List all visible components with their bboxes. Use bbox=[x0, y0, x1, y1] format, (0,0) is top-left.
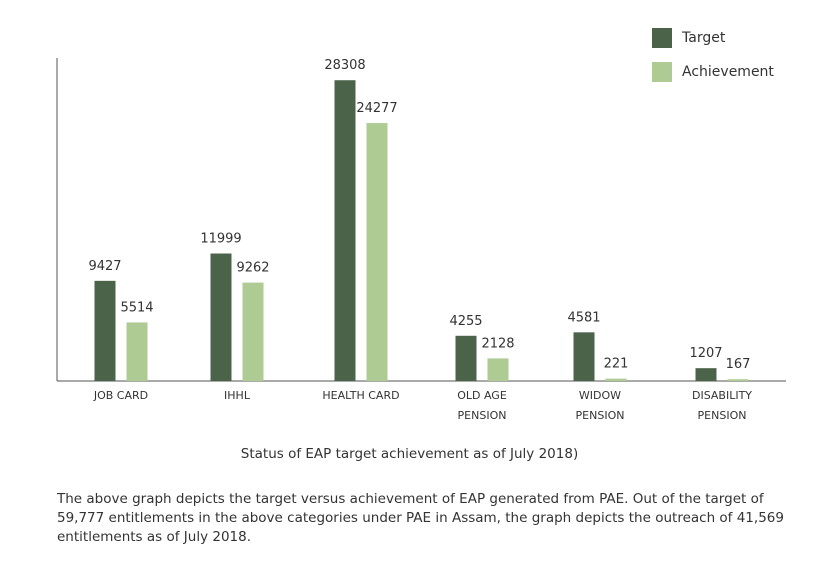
data-label-achievement: 5514 bbox=[120, 300, 153, 315]
bar-target bbox=[455, 335, 477, 381]
data-label-target: 28308 bbox=[324, 58, 365, 73]
data-label-target: 1207 bbox=[689, 346, 722, 361]
x-tick-label: JOB CARD bbox=[93, 389, 148, 402]
data-label-target: 4255 bbox=[449, 314, 482, 329]
chart-svg: 9427 5514 JOB CARD 11999 9262 IHHL 28308 24277 H… bbox=[56, 58, 786, 422]
legend-swatch-achievement bbox=[652, 62, 672, 82]
bar-achievement bbox=[727, 379, 749, 381]
data-label-achievement: 167 bbox=[726, 357, 751, 372]
x-tick-label: OLD AGE bbox=[457, 389, 507, 402]
x-tick-label: WIDOW bbox=[579, 389, 621, 402]
data-label-achievement: 221 bbox=[604, 357, 629, 372]
legend: Target Achievement bbox=[652, 28, 774, 96]
x-tick-label: PENSION bbox=[576, 409, 625, 422]
legend-label-achievement: Achievement bbox=[682, 64, 774, 80]
legend-label-target: Target bbox=[682, 30, 726, 46]
bar-achievement bbox=[605, 378, 627, 381]
x-tick-label: PENSION bbox=[458, 409, 507, 422]
bar-target bbox=[573, 332, 595, 381]
data-label-target: 11999 bbox=[200, 232, 241, 247]
bar-target bbox=[210, 253, 232, 381]
legend-item-achievement: Achievement bbox=[652, 62, 774, 82]
bar-achievement bbox=[126, 322, 148, 381]
bar-achievement bbox=[242, 282, 264, 381]
chart-caption: Status of EAP target achievement as of J… bbox=[240, 446, 579, 462]
legend-item-target: Target bbox=[652, 28, 774, 48]
data-label-achievement: 24277 bbox=[356, 101, 397, 116]
x-tick-label: HEALTH CARD bbox=[322, 389, 399, 402]
data-label-achievement: 2128 bbox=[481, 336, 514, 351]
x-tick-label: DISABILITY bbox=[692, 389, 752, 402]
bar-chart: 9427 5514 JOB CARD 11999 9262 IHHL 28308 24277 H… bbox=[56, 28, 786, 422]
description-paragraph: The above graph depicts the target versu… bbox=[57, 491, 784, 545]
x-tick-label: PENSION bbox=[698, 409, 747, 422]
bar-achievement bbox=[487, 358, 509, 381]
data-label-target: 4581 bbox=[567, 310, 600, 325]
bar-achievement bbox=[366, 123, 388, 381]
data-label-achievement: 9262 bbox=[236, 261, 269, 276]
x-tick-label: IHHL bbox=[224, 389, 251, 402]
bar-target bbox=[695, 368, 717, 381]
data-label-target: 9427 bbox=[88, 259, 121, 274]
legend-swatch-target bbox=[652, 28, 672, 48]
bar-target bbox=[334, 80, 356, 381]
bar-target bbox=[94, 280, 116, 381]
